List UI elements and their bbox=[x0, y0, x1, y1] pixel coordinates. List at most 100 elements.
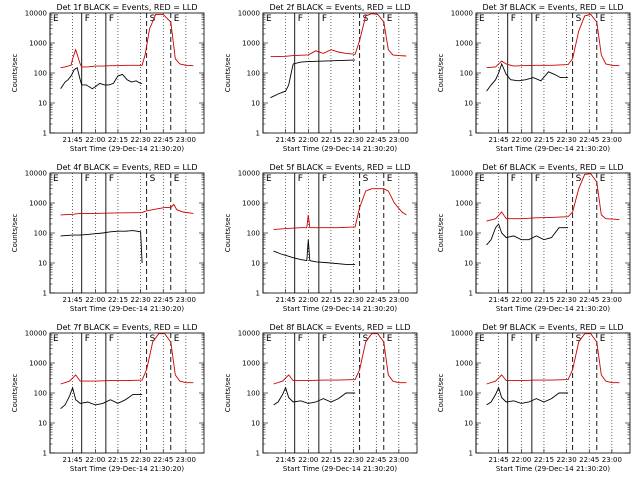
panel-title: Det 4f BLACK = Events, RED = LLD bbox=[56, 163, 197, 172]
event-marker-label: S bbox=[150, 14, 156, 24]
series-line-lld bbox=[486, 173, 620, 222]
event-marker-label: F bbox=[109, 174, 114, 184]
y-tick-label: 1 bbox=[43, 130, 47, 138]
y-tick-label: 10 bbox=[464, 260, 473, 268]
x-axis-label: Start Time (29-Dec-14 21:30:20) bbox=[496, 465, 610, 473]
x-tick-label: 22:00 bbox=[511, 296, 531, 304]
y-tick-label: 1000 bbox=[455, 200, 473, 208]
x-tick-label: 23:00 bbox=[176, 456, 196, 464]
y-tick-label: 1 bbox=[256, 450, 260, 458]
panel-title: Det 9f BLACK = Events, RED = LLD bbox=[482, 323, 623, 332]
series-line-lld bbox=[270, 13, 407, 58]
event-marker-label: F bbox=[298, 334, 303, 344]
y-tick-label: 10 bbox=[38, 260, 47, 268]
x-tick-label: 22:45 bbox=[366, 296, 386, 304]
y-tick-label: 1 bbox=[469, 290, 473, 298]
x-axis-label: Start Time (29-Dec-14 21:30:20) bbox=[283, 305, 397, 313]
x-axis-label: Start Time (29-Dec-14 21:30:20) bbox=[70, 305, 184, 313]
plot-frame bbox=[475, 12, 631, 134]
y-tick-label: 10 bbox=[464, 420, 473, 428]
plot-frame bbox=[262, 12, 418, 134]
x-tick-label: 23:00 bbox=[602, 296, 622, 304]
x-tick-label: 22:30 bbox=[556, 456, 576, 464]
y-axis-label: Counts/sec bbox=[11, 374, 19, 413]
panel-title: Det 1f BLACK = Events, RED = LLD bbox=[56, 3, 197, 12]
x-tick-label: 21:45 bbox=[276, 296, 296, 304]
plot-frame bbox=[49, 172, 205, 294]
panel-title: Det 6f BLACK = Events, RED = LLD bbox=[482, 163, 623, 172]
event-marker-label: F bbox=[322, 174, 327, 184]
event-marker-label: E bbox=[387, 174, 393, 184]
x-tick-label: 22:45 bbox=[153, 296, 173, 304]
event-marker-label: F bbox=[322, 14, 327, 24]
y-tick-label: 100 bbox=[460, 390, 473, 398]
panel-title: Det 7f BLACK = Events, RED = LLD bbox=[56, 323, 197, 332]
event-marker-label: S bbox=[576, 334, 582, 344]
event-marker-label: E bbox=[479, 334, 485, 344]
event-marker-label: F bbox=[535, 14, 540, 24]
y-tick-label: 100 bbox=[34, 390, 47, 398]
panel-title: Det 3f BLACK = Events, RED = LLD bbox=[482, 3, 623, 12]
x-tick-label: 22:30 bbox=[130, 296, 150, 304]
event-marker-label: F bbox=[85, 14, 90, 24]
event-marker-label: F bbox=[109, 334, 114, 344]
x-tick-label: 22:15 bbox=[321, 296, 341, 304]
event-marker-label: E bbox=[174, 174, 180, 184]
x-tick-label: 22:15 bbox=[534, 296, 554, 304]
plot-frame bbox=[49, 332, 205, 454]
x-tick-label: 22:15 bbox=[321, 136, 341, 144]
y-tick-label: 1 bbox=[43, 450, 47, 458]
event-marker-label: S bbox=[363, 14, 369, 24]
x-tick-label: 23:00 bbox=[602, 136, 622, 144]
x-tick-label: 21:45 bbox=[489, 136, 509, 144]
y-tick-label: 100 bbox=[247, 70, 260, 78]
y-axis-label: Counts/sec bbox=[224, 374, 232, 413]
y-tick-label: 1000 bbox=[29, 200, 47, 208]
event-marker-label: S bbox=[576, 14, 582, 24]
panel-3: Det 3f BLACK = Events, RED = LLD 21:45 22:… bbox=[437, 3, 631, 153]
series-line-lld bbox=[486, 333, 620, 385]
y-tick-label: 10000 bbox=[451, 330, 473, 338]
panel-title: Det 8f BLACK = Events, RED = LLD bbox=[269, 323, 410, 332]
event-marker-label: E bbox=[479, 14, 485, 24]
y-tick-label: 10000 bbox=[238, 170, 260, 178]
y-axis-label: Counts/sec bbox=[437, 54, 445, 93]
series-line-lld bbox=[273, 333, 407, 385]
y-tick-label: 100 bbox=[460, 70, 473, 78]
x-axis-label: Start Time (29-Dec-14 21:30:20) bbox=[496, 305, 610, 313]
y-tick-label: 100 bbox=[34, 70, 47, 78]
x-tick-label: 22:00 bbox=[511, 136, 531, 144]
x-tick-label: 22:15 bbox=[108, 456, 128, 464]
series-line-events bbox=[486, 223, 569, 246]
x-tick-label: 22:15 bbox=[534, 456, 554, 464]
x-tick-label: 22:30 bbox=[343, 136, 363, 144]
series-line-events bbox=[486, 386, 569, 406]
series-line-lld bbox=[60, 203, 194, 216]
x-tick-label: 22:45 bbox=[579, 456, 599, 464]
event-marker-label: F bbox=[85, 334, 90, 344]
y-tick-label: 100 bbox=[34, 230, 47, 238]
y-tick-label: 1 bbox=[256, 130, 260, 138]
x-tick-label: 21:45 bbox=[63, 136, 83, 144]
y-tick-label: 1000 bbox=[29, 360, 47, 368]
y-tick-label: 1000 bbox=[242, 360, 260, 368]
event-marker-label: E bbox=[600, 14, 606, 24]
series-line-events bbox=[273, 386, 356, 406]
x-tick-label: 23:00 bbox=[389, 456, 409, 464]
event-marker-label: F bbox=[85, 174, 90, 184]
y-tick-label: 100 bbox=[247, 230, 260, 238]
event-marker-label: E bbox=[600, 174, 606, 184]
series-line-events bbox=[60, 66, 143, 90]
y-tick-label: 1000 bbox=[29, 40, 47, 48]
event-marker-label: F bbox=[535, 174, 540, 184]
plot-frame bbox=[475, 332, 631, 454]
series-line-lld bbox=[60, 333, 194, 385]
event-marker-label: S bbox=[363, 174, 369, 184]
series-line-lld bbox=[486, 13, 620, 69]
event-marker-label: F bbox=[511, 174, 516, 184]
